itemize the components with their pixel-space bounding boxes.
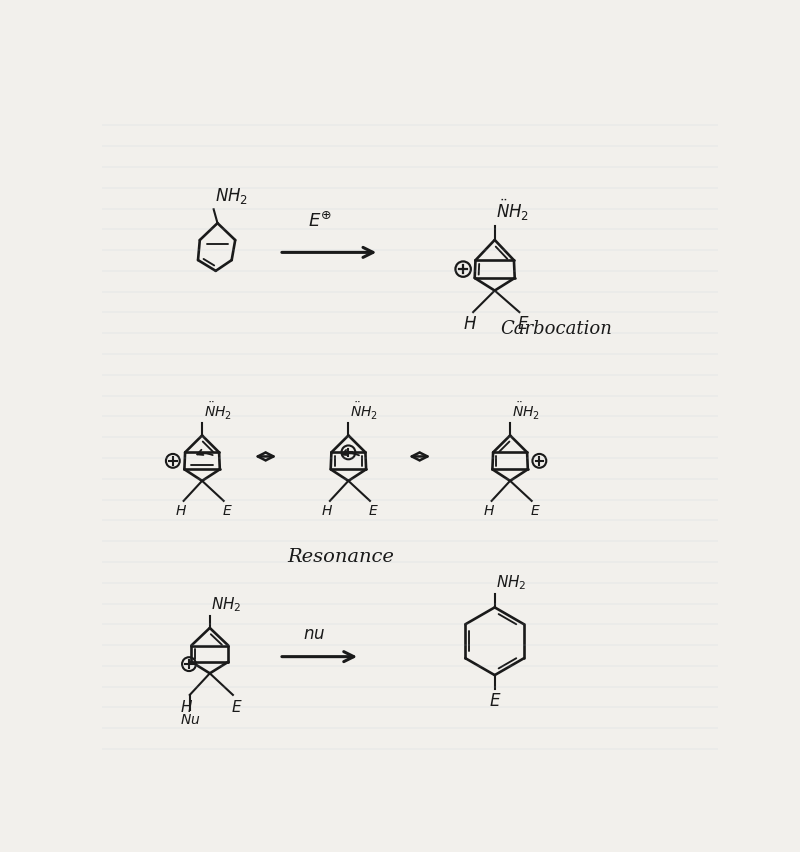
- Text: Resonance: Resonance: [287, 548, 394, 566]
- Text: Carbocation: Carbocation: [500, 320, 612, 338]
- Text: E: E: [490, 692, 500, 710]
- Text: $NH_2$: $NH_2$: [496, 573, 526, 592]
- Text: $NH_2$: $NH_2$: [215, 187, 248, 206]
- Text: $\ddot{N}H_2$: $\ddot{N}H_2$: [496, 198, 530, 223]
- Text: E: E: [369, 504, 378, 518]
- Text: H: H: [175, 504, 186, 518]
- Text: E: E: [530, 504, 539, 518]
- Text: E: E: [222, 504, 231, 518]
- Text: $E^{\oplus}$: $E^{\oplus}$: [308, 211, 332, 231]
- Text: $nu$: $nu$: [302, 625, 325, 642]
- Text: $\ddot{N}H_2$: $\ddot{N}H_2$: [512, 400, 540, 422]
- Text: $\ddot{N}H_2$: $\ddot{N}H_2$: [204, 400, 232, 422]
- Text: E: E: [231, 699, 241, 715]
- Text: H: H: [483, 504, 494, 518]
- Text: $\ddot{N}H_2$: $\ddot{N}H_2$: [350, 400, 378, 422]
- Text: $NH_2$: $NH_2$: [211, 596, 242, 614]
- Text: $Nu$: $Nu$: [179, 713, 200, 728]
- Text: H: H: [322, 504, 332, 518]
- Text: H: H: [181, 699, 193, 715]
- Text: H: H: [464, 315, 476, 333]
- Text: E: E: [517, 315, 528, 333]
